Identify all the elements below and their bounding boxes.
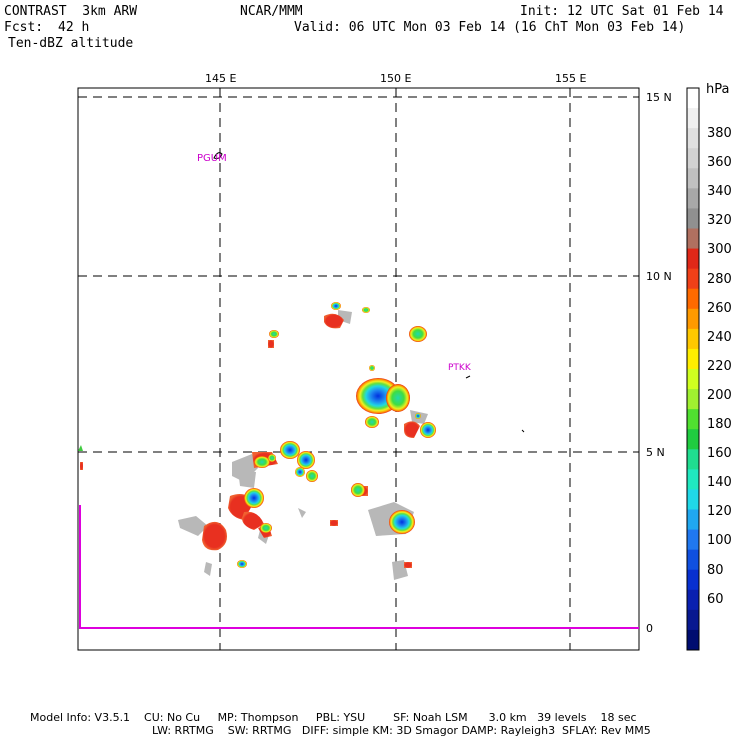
colorbar-label: 80 — [707, 562, 724, 578]
colorbar-frame — [686, 87, 700, 651]
lat-label-5: 5 N — [646, 446, 665, 459]
colorbar-swatch — [687, 228, 699, 250]
colorbar-swatch — [687, 489, 699, 510]
field-name: Ten-dBZ altitude — [8, 36, 134, 51]
colorbar-swatch — [687, 288, 699, 310]
timeseries-trace — [79, 505, 639, 629]
colorbar-swatch — [687, 148, 699, 169]
colorbar — [686, 87, 700, 651]
forecast-hours: 42 h — [58, 20, 90, 35]
colorbar-swatch — [687, 308, 699, 330]
coastlines — [213, 96, 525, 433]
colorbar-label: 320 — [707, 213, 732, 229]
colorbar-label: 60 — [707, 591, 724, 607]
colorbar-swatch — [687, 589, 699, 611]
convective-cells — [78, 302, 436, 568]
colorbar-swatch — [687, 609, 699, 631]
colorbar-swatch — [687, 569, 699, 591]
colorbar-swatch — [687, 208, 699, 229]
colorbar-label: 200 — [707, 387, 732, 403]
colorbar-label: 360 — [707, 155, 732, 171]
colorbar-swatch — [687, 128, 699, 149]
colorbar-swatch — [687, 188, 699, 209]
model-title: CONTRAST 3km ARW — [4, 4, 138, 19]
colorbar-swatch — [687, 469, 699, 490]
colorbar-label: 380 — [707, 126, 732, 141]
lon-label-150: 150 E — [380, 72, 411, 85]
colorbar-label: 180 — [707, 417, 732, 432]
colorbar-swatch — [687, 429, 699, 450]
colorbar-swatch — [687, 88, 699, 109]
colorbar-swatch — [687, 328, 699, 350]
colorbar-label: 100 — [707, 533, 732, 549]
station-pgum: PGUM — [197, 153, 227, 164]
model-info-line1: Model Info: V3.5.1 CU: No Cu MP: Thompso… — [30, 711, 637, 724]
colorbar-label: 140 — [707, 475, 732, 491]
timeseries-zero-label: 0 — [646, 622, 653, 635]
colorbar-label: 260 — [707, 300, 732, 316]
lat-label-10: 10 N — [646, 270, 672, 283]
colorbar-label: 240 — [707, 329, 732, 345]
lon-label-145: 145 E — [205, 72, 236, 85]
map-frame — [77, 87, 640, 651]
colorbar-swatch — [687, 449, 699, 470]
colorbar-swatch — [687, 409, 699, 430]
colorbar-swatch — [687, 168, 699, 189]
colorbar-label: 340 — [707, 184, 732, 200]
colorbar-swatch — [687, 389, 699, 410]
colorbar-swatch — [687, 629, 699, 651]
colorbar-label: 120 — [707, 504, 732, 520]
colorbar-swatch — [687, 108, 699, 129]
colorbar-label: 160 — [707, 446, 732, 462]
forecast-label: Fcst: — [4, 20, 44, 35]
model-info-line2: LW: RRTMG SW: RRTMG DIFF: simple KM: 3D … — [152, 724, 651, 737]
lat-label-15: 15 N — [646, 91, 672, 104]
valid-time: Valid: 06 UTC Mon 03 Feb 14 (16 ChT Mon … — [294, 20, 686, 35]
colorbar-swatch — [687, 348, 699, 370]
colorbar-swatch — [687, 549, 699, 571]
colorbar-label: 220 — [707, 358, 732, 374]
station-ptkk: PTKK — [448, 363, 472, 373]
lon-label-155: 155 E — [555, 72, 586, 85]
colorbar-label: 300 — [707, 242, 732, 258]
colorbar-swatch — [687, 268, 699, 290]
init-time: Init: 12 UTC Sat 01 Feb 14 — [520, 4, 724, 19]
graticule — [78, 88, 639, 650]
colorbar-label: 280 — [707, 271, 732, 287]
colorbar-swatch — [687, 509, 699, 531]
colorbar-swatch — [687, 248, 699, 270]
colorbar-swatch — [687, 369, 699, 390]
colorbar-unit: hPa — [706, 82, 730, 97]
center-title: NCAR/MMM — [240, 4, 303, 19]
colorbar-swatch — [687, 529, 699, 551]
